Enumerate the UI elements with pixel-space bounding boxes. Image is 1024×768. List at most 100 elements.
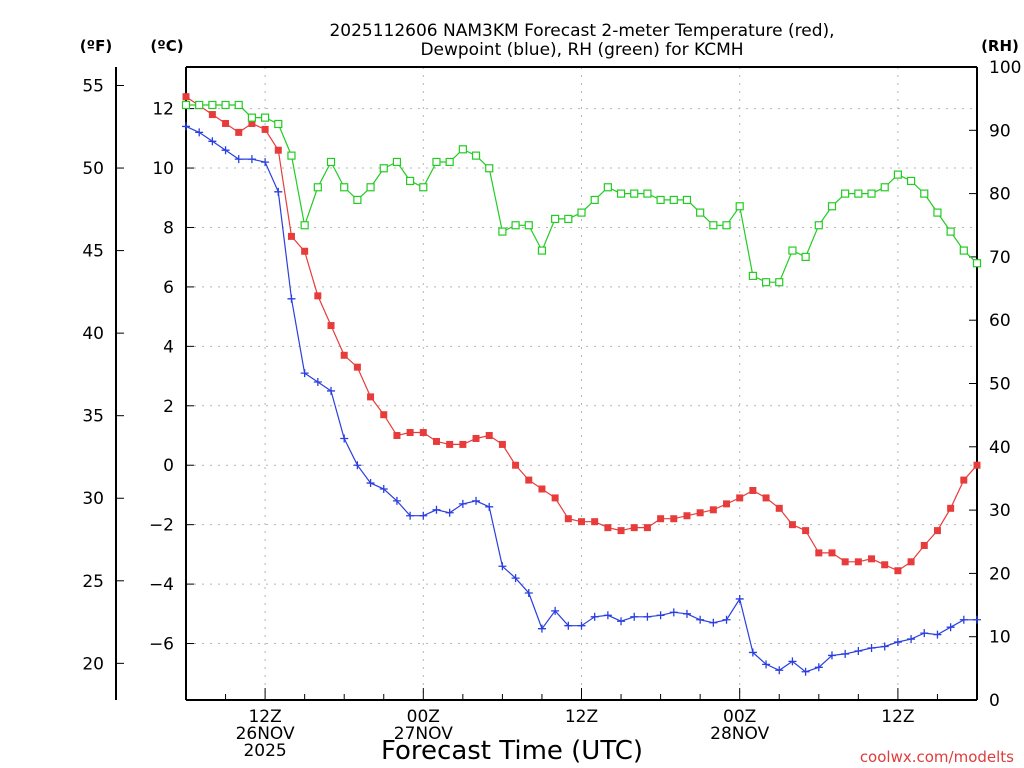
rh-point xyxy=(458,145,467,154)
dewpoint-point xyxy=(379,485,388,493)
rh-point xyxy=(432,157,441,167)
celsius-tick-label: −4 xyxy=(149,575,174,595)
temperature-point xyxy=(274,146,282,154)
temperature-point xyxy=(446,440,454,448)
dewpoint-line xyxy=(185,125,977,673)
fahrenheit-tick-label: 30 xyxy=(82,489,104,509)
rh-point xyxy=(564,214,573,224)
rh-point xyxy=(406,176,415,186)
dewpoint-point xyxy=(814,663,823,672)
temperature-point xyxy=(393,432,401,440)
rh-tick-label: 40 xyxy=(989,438,1011,458)
temperature-point xyxy=(604,524,612,532)
rh-tick-label: 60 xyxy=(989,311,1011,331)
dewpoint-point xyxy=(274,187,283,196)
rh-point xyxy=(471,151,481,160)
temperature-point xyxy=(788,521,796,529)
dewpoint-point xyxy=(590,612,599,621)
fahrenheit-tick-label: 50 xyxy=(82,159,104,179)
rh-point xyxy=(801,252,810,261)
x-tick-label: 27NOV xyxy=(394,724,453,744)
x-tick-label: 12Z xyxy=(881,707,914,727)
temperature-point xyxy=(841,558,849,566)
dewpoint-point xyxy=(445,508,454,517)
temperature-point xyxy=(367,393,375,401)
dewpoint-point xyxy=(867,643,876,652)
rh-point xyxy=(419,183,428,192)
rh-tick-label: 100 xyxy=(989,58,1021,78)
dewpoint-point xyxy=(801,667,810,676)
dewpoint-point xyxy=(472,496,481,505)
rh-point xyxy=(195,100,204,110)
temperature-point xyxy=(933,527,941,535)
fahrenheit-tick-label: 40 xyxy=(82,324,104,344)
rh-point xyxy=(880,183,889,192)
temperature-point xyxy=(512,461,520,469)
fahrenheit-tick-label: 20 xyxy=(82,654,104,674)
temperature-point xyxy=(432,437,440,445)
rh-tick-label: 20 xyxy=(989,564,1011,584)
dewpoint-point xyxy=(933,630,942,639)
fahrenheit-unit-label: (ºF) xyxy=(80,37,112,55)
rh-point xyxy=(326,157,336,167)
rh-point xyxy=(669,195,678,205)
temperature-point xyxy=(920,541,928,549)
temperature-point xyxy=(525,476,533,484)
temperature-point xyxy=(301,247,309,255)
rh-point xyxy=(788,246,797,255)
dewpoint-point xyxy=(406,511,415,520)
temperature-point xyxy=(947,504,955,512)
x-tick-label: 12Z xyxy=(248,707,281,727)
temperature-point xyxy=(868,555,876,563)
dewpoint-point xyxy=(498,562,507,571)
chart-title-line-2: Dewpoint (blue), RH (green) for KCMH xyxy=(420,40,743,60)
dewpoint-point xyxy=(221,146,230,155)
rh-point xyxy=(181,100,191,110)
dewpoint-point xyxy=(182,122,190,131)
rh-point xyxy=(735,202,744,211)
temperature-point xyxy=(472,434,480,442)
tick-labels: 121086420−2−4−65550454035302520100908070… xyxy=(82,58,1021,761)
rh-point xyxy=(221,100,230,110)
rh-point xyxy=(643,189,652,198)
rh-point xyxy=(287,151,296,160)
rh-point xyxy=(867,189,876,198)
dewpoint-point xyxy=(327,386,336,395)
rh-point xyxy=(854,189,863,198)
rh-point xyxy=(893,170,903,179)
temperature-point xyxy=(881,561,889,569)
dewpoint-point xyxy=(195,128,204,137)
temperature-point xyxy=(235,128,243,136)
temperature-point xyxy=(894,567,902,575)
dewpoint-point xyxy=(208,137,217,146)
celsius-tick-label: 10 xyxy=(152,159,174,179)
dewpoint-point xyxy=(419,511,428,520)
temperature-point xyxy=(564,515,572,523)
rh-point xyxy=(696,208,705,217)
celsius-tick-label: 2 xyxy=(163,397,174,417)
celsius-unit-label: (ºC) xyxy=(150,37,183,55)
temperature-point xyxy=(578,518,585,526)
dewpoint-point xyxy=(682,609,691,618)
fahrenheit-tick-label: 35 xyxy=(82,407,104,427)
temperature-point xyxy=(314,292,322,300)
dewpoint-point xyxy=(485,502,494,511)
rh-point xyxy=(682,195,692,205)
dewpoint-point xyxy=(762,660,771,669)
temperature-point xyxy=(222,119,230,127)
rh-point xyxy=(827,202,837,211)
temperature-point xyxy=(643,524,651,532)
dewpoint-point xyxy=(854,646,863,655)
dewpoint-point xyxy=(261,158,270,167)
temperature-point xyxy=(182,93,190,101)
temperature-point xyxy=(973,461,981,469)
dewpoint-point xyxy=(696,615,705,624)
temperature-point xyxy=(287,232,295,240)
temperature-point xyxy=(907,558,915,566)
rh-point xyxy=(274,119,283,129)
dewpoint-point xyxy=(643,612,652,621)
rh-point xyxy=(946,227,955,236)
dewpoint-point xyxy=(353,461,362,470)
dewpoint-point xyxy=(920,629,929,638)
dewpoint-point xyxy=(313,378,322,387)
